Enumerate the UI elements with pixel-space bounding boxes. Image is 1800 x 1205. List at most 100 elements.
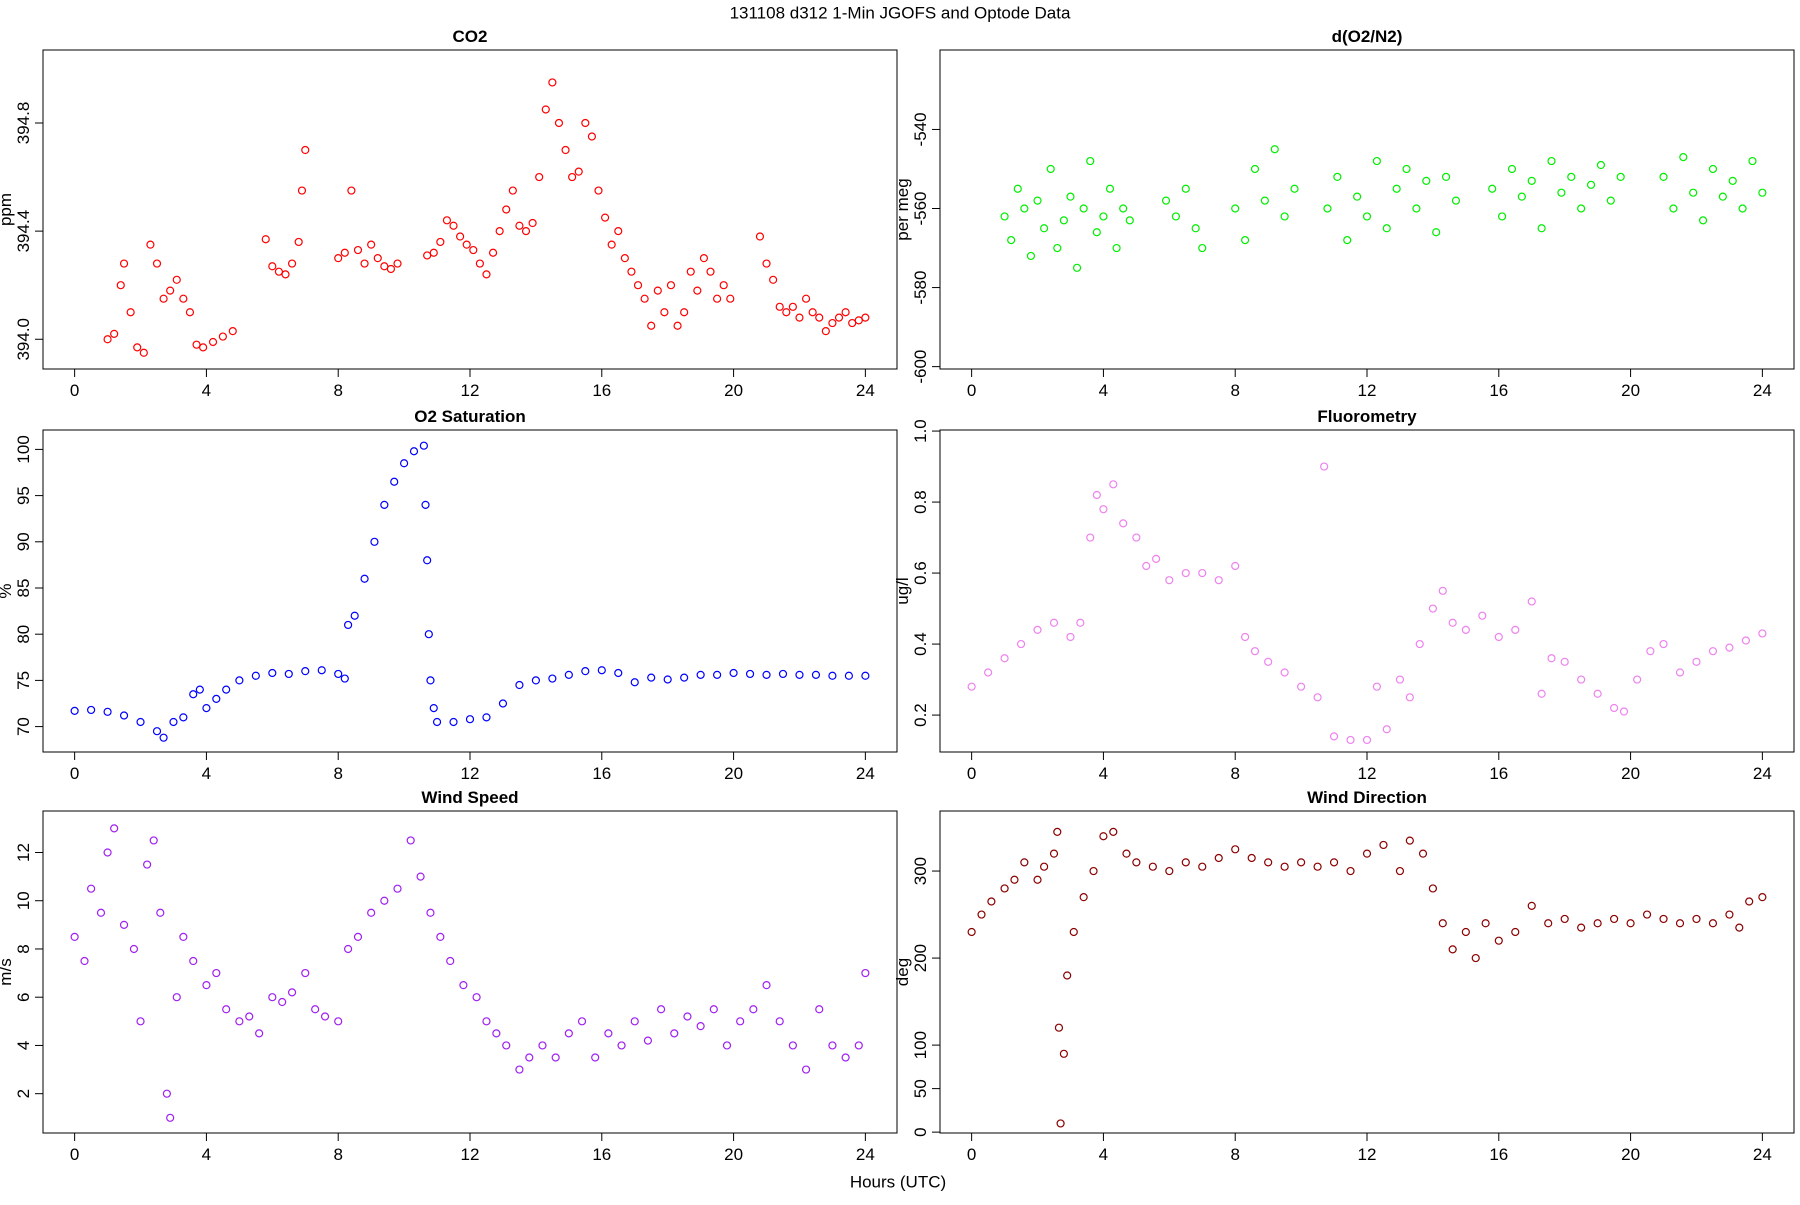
x-tick-label: 20	[724, 1145, 743, 1164]
data-point	[261, 235, 270, 244]
data-point	[782, 308, 791, 317]
x-tick-label: 24	[1753, 381, 1772, 400]
data-point	[195, 685, 204, 694]
data-point	[1725, 643, 1734, 652]
data-point	[1527, 176, 1536, 185]
data-point	[984, 668, 993, 677]
data-point	[709, 1005, 718, 1014]
x-tick-label: 8	[333, 764, 342, 783]
x-tick-label: 24	[1753, 764, 1772, 783]
data-point	[360, 574, 369, 583]
data-point	[1507, 164, 1517, 174]
y-axis-label: ppm	[0, 193, 15, 226]
plot-frame	[42, 49, 898, 370]
data-point	[202, 981, 211, 990]
data-point	[1329, 732, 1339, 741]
data-point	[1053, 827, 1062, 836]
data-point	[1231, 845, 1240, 854]
data-point	[222, 1005, 231, 1014]
data-point	[1089, 866, 1098, 876]
data-point	[821, 327, 830, 336]
plot-frame	[939, 429, 1795, 753]
data-point	[189, 690, 198, 699]
data-point	[1735, 923, 1744, 932]
data-point	[1438, 919, 1447, 928]
data-point	[1741, 636, 1750, 645]
data-point	[502, 1041, 511, 1050]
x-tick-label: 8	[1230, 764, 1239, 783]
data-point	[1125, 216, 1134, 225]
data-point	[1577, 923, 1586, 932]
data-point	[653, 286, 662, 295]
data-point	[1353, 192, 1362, 201]
data-point	[1494, 936, 1503, 945]
data-point	[1231, 561, 1240, 571]
data-point	[604, 1029, 613, 1038]
y-tick-label: 394.0	[14, 318, 33, 361]
data-point	[119, 711, 129, 720]
data-point	[172, 275, 181, 284]
data-point	[146, 240, 155, 249]
x-tick-label: 16	[1489, 381, 1508, 400]
x-tick-label: 12	[461, 764, 480, 783]
data-point	[1119, 519, 1128, 528]
data-point	[713, 670, 722, 679]
data-point	[1280, 862, 1289, 871]
data-point	[1240, 632, 1250, 642]
data-point	[482, 270, 491, 279]
data-point	[426, 676, 435, 685]
data-point	[538, 1041, 547, 1050]
data-point	[1066, 192, 1075, 201]
data-point	[1112, 243, 1121, 253]
data-point	[469, 245, 478, 255]
data-point	[841, 308, 850, 317]
data-point	[1191, 224, 1200, 233]
data-point	[1392, 184, 1401, 193]
data-point	[696, 1022, 705, 1031]
main-title: 131108 d312 1-Min JGOFS and Optode Data	[730, 3, 1071, 22]
data-point	[133, 343, 142, 352]
data-point	[788, 302, 797, 311]
data-point	[749, 1005, 758, 1014]
data-point	[1181, 184, 1190, 193]
data-point	[581, 118, 590, 128]
data-point	[808, 308, 817, 317]
data-point	[1059, 216, 1068, 225]
data-point	[301, 145, 310, 155]
x-tick-label: 0	[70, 1145, 79, 1164]
data-point	[1313, 862, 1322, 871]
data-point	[1132, 533, 1141, 542]
y-tick-label: 85	[14, 579, 33, 598]
y-tick-label: 75	[14, 671, 33, 690]
data-point	[1362, 735, 1372, 745]
data-point	[119, 920, 129, 929]
data-point	[1198, 568, 1207, 578]
data-point	[287, 988, 297, 997]
data-point	[343, 944, 353, 954]
panel-title: Wind Speed	[421, 788, 518, 807]
data-point	[222, 685, 231, 694]
data-point	[255, 1029, 264, 1038]
data-point	[1372, 682, 1381, 691]
data-point	[1066, 632, 1075, 642]
data-point	[987, 897, 996, 906]
data-point	[1675, 668, 1685, 677]
data-point	[80, 956, 89, 966]
data-point	[1020, 858, 1029, 867]
data-point	[1395, 675, 1405, 684]
data-point	[416, 872, 425, 881]
data-point	[1049, 618, 1059, 627]
data-point	[614, 227, 623, 236]
data-point	[245, 1012, 254, 1021]
y-tick-label: 2	[14, 1089, 33, 1098]
data-point	[1547, 156, 1556, 166]
data-point	[1748, 156, 1757, 166]
data-point	[347, 186, 356, 195]
data-point	[462, 240, 471, 249]
data-point	[301, 968, 310, 978]
data-point	[841, 1053, 850, 1062]
data-point	[465, 715, 475, 724]
data-point	[1418, 849, 1428, 858]
data-point	[1517, 192, 1526, 201]
data-point	[1198, 243, 1207, 253]
